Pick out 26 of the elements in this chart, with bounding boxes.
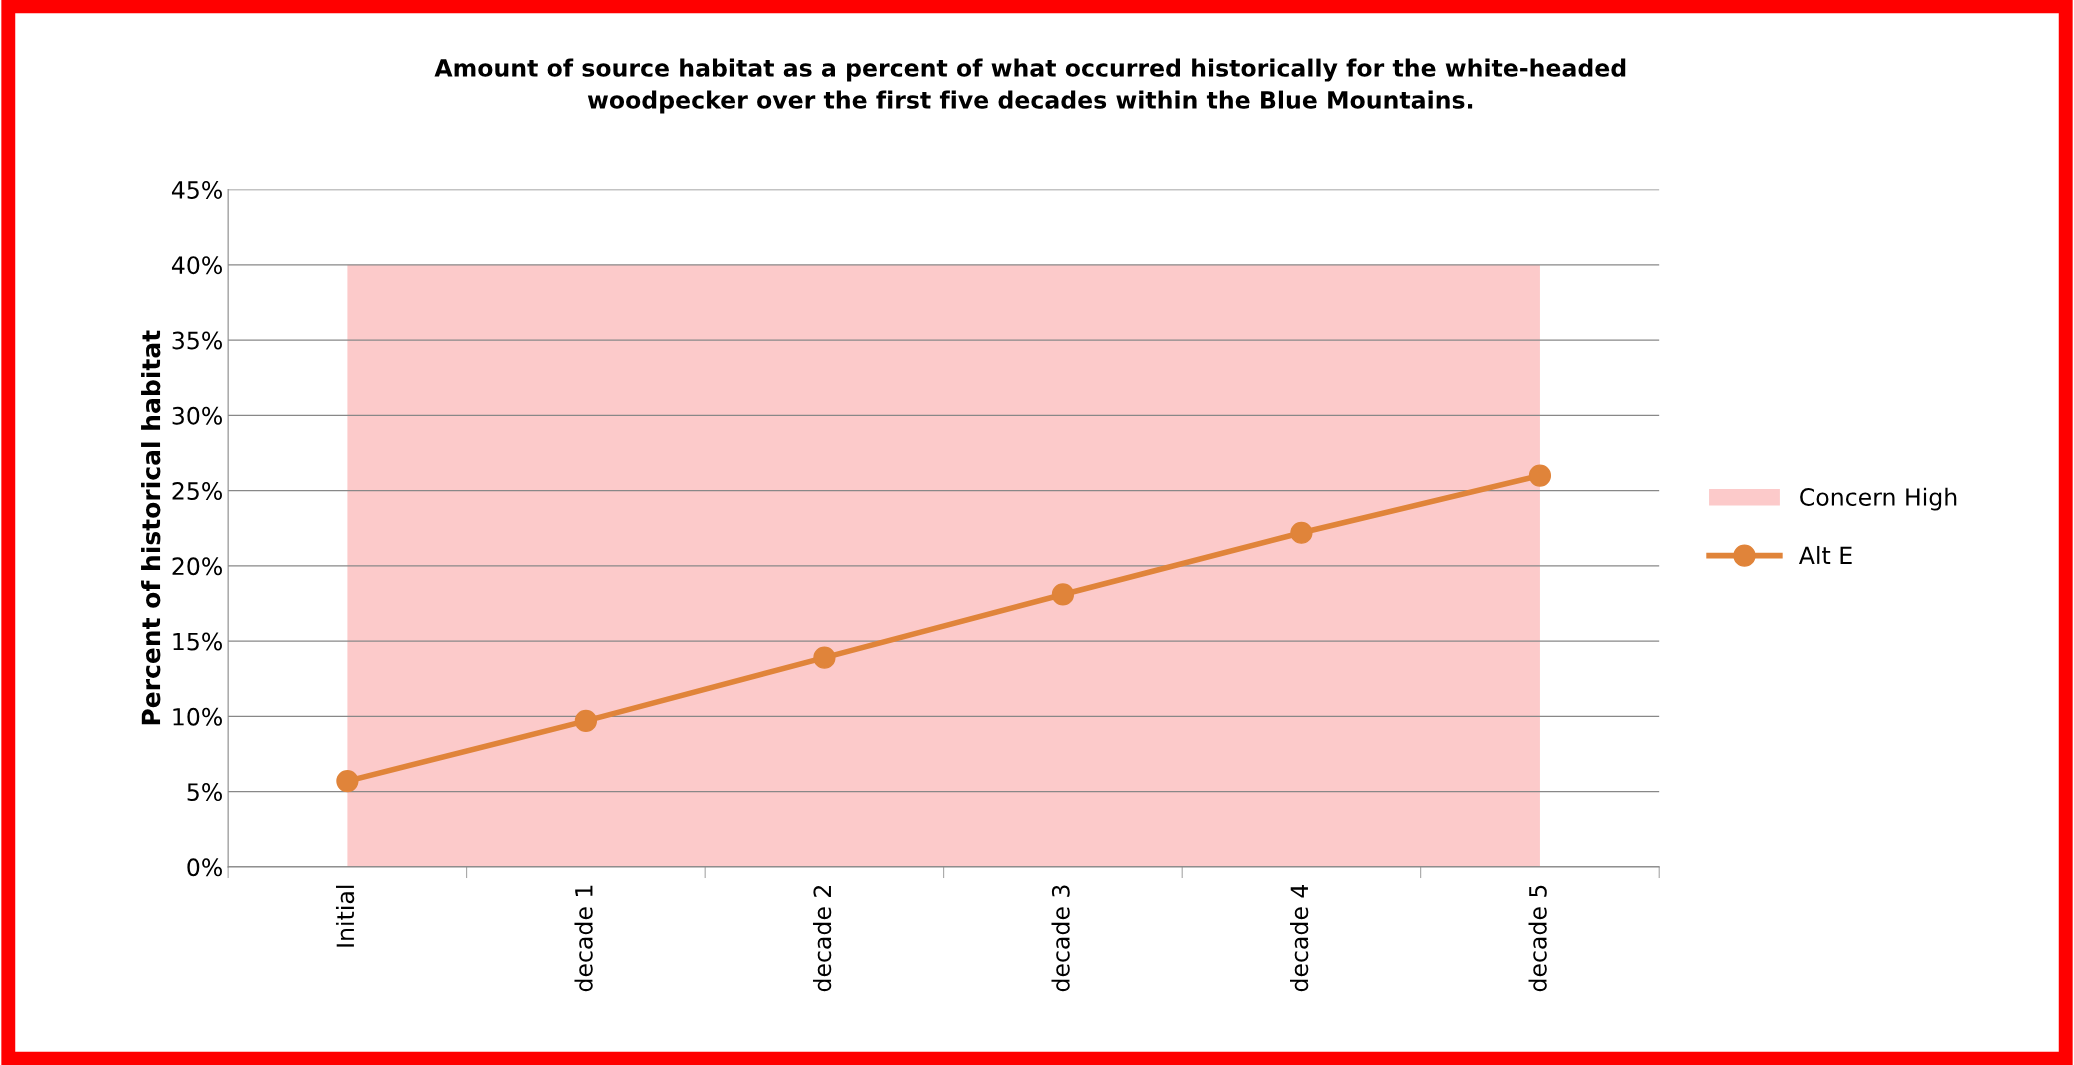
y-tick-label: 0% xyxy=(187,858,222,877)
y-tick-label: 30% xyxy=(172,406,222,425)
point xyxy=(336,770,359,793)
x-tick-label: decade 2 xyxy=(812,885,832,992)
y-tick-label: 40% xyxy=(171,256,222,275)
y-tick-label: 5% xyxy=(187,783,222,801)
x-tick-label: decade 3 xyxy=(1051,885,1070,992)
point xyxy=(1528,464,1552,487)
y-tick-label: 10% xyxy=(173,707,222,726)
y-tick-label: 45% xyxy=(171,181,222,199)
point xyxy=(1290,521,1313,544)
x-tick-label: Initial xyxy=(335,885,355,947)
y-tick-label: 25% xyxy=(172,482,222,500)
y-tick-label: 35% xyxy=(172,331,222,350)
y-tick-label: 20% xyxy=(172,557,222,576)
legend-label: Alt E xyxy=(1798,545,1852,564)
x-tick-label: decade 4 xyxy=(1290,884,1309,992)
point xyxy=(813,646,836,669)
point xyxy=(574,709,598,733)
chart-title: Amount of source habitat as a percent of what occurred historically for the white-headed woodpecker over the first five decades within the Blue Mountains. xyxy=(434,58,1626,114)
x-tick-label: decade 5 xyxy=(1528,885,1547,992)
x-tick-label: decade 1 xyxy=(574,885,593,992)
y-tick-label: 15% xyxy=(173,632,222,651)
point xyxy=(1051,583,1075,606)
legend-label: Concern High xyxy=(1800,487,1957,511)
y-axis-title: Percent of historical habitat xyxy=(141,330,161,725)
